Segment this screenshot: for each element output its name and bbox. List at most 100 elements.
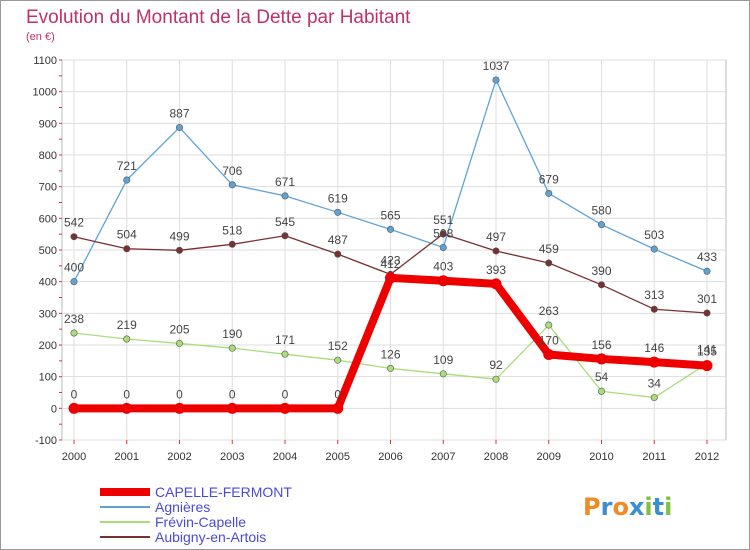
data-point — [121, 402, 133, 414]
data-label: 619 — [328, 191, 348, 205]
data-label: 499 — [169, 229, 189, 243]
data-point — [228, 344, 236, 352]
data-point — [703, 267, 711, 275]
data-label: 679 — [539, 172, 559, 186]
x-tick-label: 2006 — [378, 451, 402, 463]
y-tick-label: 400 — [39, 277, 57, 289]
data-point — [545, 321, 553, 329]
legend-entry: CAPELLE-FERMONT — [155, 484, 292, 500]
x-tick-label: 2010 — [589, 451, 613, 463]
chart-title: Evolution du Montant de la Dette par Hab… — [26, 7, 411, 28]
y-tick-label: 200 — [39, 340, 57, 352]
data-point — [439, 370, 447, 378]
data-label: 400 — [64, 261, 84, 275]
data-label: 0 — [123, 387, 130, 401]
data-point — [545, 189, 553, 197]
data-point — [492, 76, 500, 84]
data-point — [68, 402, 80, 414]
data-label: 497 — [486, 230, 506, 244]
data-label: 141 — [697, 343, 717, 357]
series-group — [68, 76, 713, 414]
data-point — [650, 305, 658, 313]
y-tick-label: 1000 — [33, 87, 57, 99]
data-point — [123, 245, 131, 253]
x-tick-label: 2009 — [537, 451, 561, 463]
data-label: 518 — [222, 223, 242, 237]
data-label: 508 — [433, 226, 453, 240]
data-labels: 0 0 0 0 0 0 412 403 393 170 156 146 135 400 721 887 706 6… — [64, 59, 717, 401]
proxiti-logo-text: Proxiti — [583, 493, 672, 521]
data-label: 205 — [169, 322, 189, 336]
data-label: 487 — [328, 233, 348, 247]
data-label: 433 — [697, 250, 717, 264]
data-point — [123, 176, 131, 184]
data-label: 146 — [644, 341, 664, 355]
data-label: 135 — [697, 345, 717, 359]
data-point — [439, 243, 447, 251]
data-point — [176, 123, 184, 131]
data-label: 152 — [328, 339, 348, 353]
data-label: 190 — [222, 327, 242, 341]
data-label: 403 — [433, 260, 453, 274]
data-label: 390 — [591, 264, 611, 278]
y-tick-label: 0 — [51, 403, 57, 415]
data-point — [70, 278, 78, 286]
x-tick-label: 2000 — [62, 451, 86, 463]
y-tick-label: 900 — [39, 118, 57, 130]
x-tick-label: 2011 — [642, 451, 666, 463]
data-point — [492, 375, 500, 383]
data-point — [492, 247, 500, 255]
data-point — [334, 356, 342, 364]
x-tick-label: 2012 — [695, 451, 719, 463]
legend-entry: Aubigny-en-Artois — [155, 529, 266, 545]
y-tick-label: 600 — [39, 213, 57, 225]
data-point — [386, 364, 394, 372]
x-tick-label: 2007 — [431, 451, 455, 463]
data-point — [281, 232, 289, 240]
data-point — [545, 259, 553, 267]
data-label: 301 — [697, 292, 717, 306]
data-label: 170 — [539, 334, 559, 348]
data-point — [597, 281, 605, 289]
data-point — [70, 233, 78, 241]
data-point — [490, 278, 502, 290]
proxiti-logo: Proxiti — [583, 493, 672, 521]
data-point — [648, 356, 660, 368]
data-point — [228, 240, 236, 248]
data-label: 423 — [380, 253, 400, 267]
data-label: 887 — [169, 106, 189, 120]
x-tick-label: 2002 — [167, 451, 191, 463]
data-point — [597, 387, 605, 395]
y-tick-label: 800 — [39, 150, 57, 162]
data-label: 503 — [644, 228, 664, 242]
data-point — [385, 272, 396, 284]
data-label: 313 — [644, 288, 664, 302]
data-point — [439, 230, 447, 238]
data-point — [334, 208, 342, 216]
data-label: 92 — [489, 358, 503, 372]
data-point — [701, 360, 713, 372]
y-tick-label: 300 — [39, 308, 57, 320]
data-label: 412 — [380, 257, 400, 271]
data-label: 0 — [282, 387, 289, 401]
data-point — [226, 402, 238, 414]
data-point — [596, 353, 607, 365]
legend-entry: Frévin-Capelle — [155, 514, 246, 530]
data-label: 671 — [275, 175, 295, 189]
y-tick-label: 700 — [39, 182, 57, 194]
data-label: 542 — [64, 216, 84, 230]
data-label: 504 — [117, 228, 137, 242]
data-point — [70, 329, 78, 337]
data-label: 565 — [380, 208, 400, 222]
data-point — [334, 250, 342, 258]
x-tick-label: 2008 — [484, 451, 508, 463]
data-label: 0 — [229, 387, 236, 401]
x-tick-label: 2003 — [220, 451, 244, 463]
data-label: 238 — [64, 312, 84, 326]
legend-entry: Agnières — [155, 499, 210, 515]
data-label: 545 — [275, 215, 295, 229]
data-label: 1037 — [483, 59, 510, 73]
data-label: 0 — [334, 387, 341, 401]
data-label: 34 — [648, 377, 662, 391]
